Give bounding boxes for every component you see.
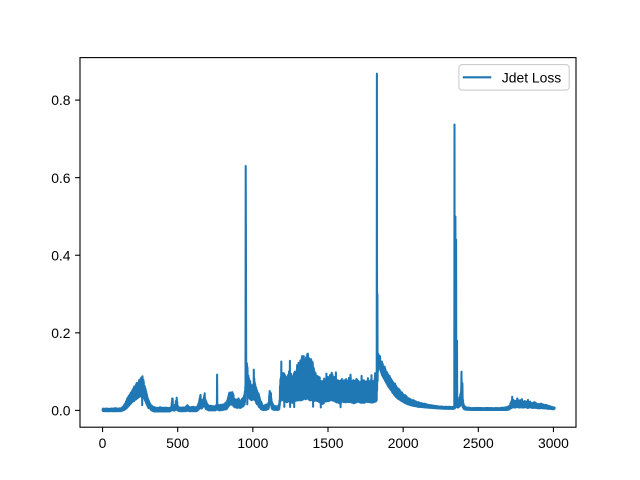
svg-text:0.2: 0.2 [51,325,71,341]
svg-text:2500: 2500 [463,435,494,451]
svg-text:0.8: 0.8 [51,92,71,108]
svg-text:0.6: 0.6 [51,170,71,186]
svg-text:0: 0 [99,435,107,451]
svg-text:0.4: 0.4 [51,247,71,263]
svg-text:3000: 3000 [538,435,569,451]
svg-text:Jdet Loss: Jdet Loss [502,69,562,85]
svg-text:1000: 1000 [237,435,268,451]
svg-text:0.0: 0.0 [51,403,71,419]
svg-text:1500: 1500 [313,435,344,451]
svg-text:2000: 2000 [388,435,419,451]
svg-text:500: 500 [166,435,189,451]
